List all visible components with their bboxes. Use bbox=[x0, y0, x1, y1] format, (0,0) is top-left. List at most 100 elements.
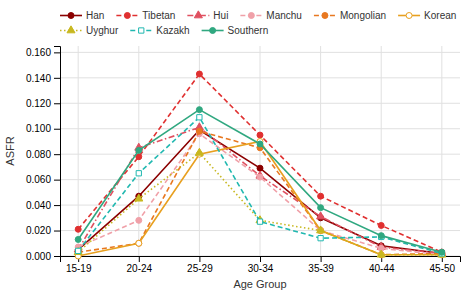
point bbox=[439, 249, 445, 255]
legend-marker bbox=[124, 13, 130, 19]
point bbox=[438, 249, 446, 256]
series bbox=[75, 107, 445, 256]
series-group bbox=[74, 71, 446, 259]
legend-item: Uyghur bbox=[60, 25, 119, 36]
y-tick: 0.040 bbox=[26, 200, 60, 211]
legend-marker bbox=[210, 28, 216, 34]
series bbox=[75, 71, 445, 255]
series-line bbox=[78, 130, 442, 253]
legend-label: Han bbox=[86, 10, 104, 21]
legend-label: Southern bbox=[228, 25, 269, 36]
x-tick: 35-39 bbox=[308, 256, 334, 274]
x-axis: 15-1920-2425-2930-3435-3940-4445-50 bbox=[61, 256, 461, 274]
y-tick: 0.120 bbox=[26, 98, 60, 109]
x-tick-label: 25-29 bbox=[187, 263, 213, 274]
legend-label: Mongolian bbox=[340, 10, 386, 21]
legend-item: Tibetan bbox=[116, 10, 175, 21]
y-tick: 0.080 bbox=[26, 149, 60, 160]
y-tick: 0.000 bbox=[26, 251, 60, 262]
grid-line-x bbox=[441, 46, 442, 256]
y-tick-label: 0.080 bbox=[26, 149, 51, 160]
legend-swatch bbox=[60, 26, 82, 33]
y-tick-label: 0.120 bbox=[26, 98, 51, 109]
point bbox=[377, 250, 385, 257]
y-tick-mark bbox=[54, 180, 60, 181]
x-tick-label: 45-50 bbox=[430, 263, 456, 274]
point bbox=[257, 219, 262, 224]
legend-label: Manchu bbox=[266, 10, 302, 21]
y-tick: 0.140 bbox=[26, 73, 60, 84]
legend-swatch bbox=[240, 13, 262, 19]
point bbox=[136, 147, 142, 153]
point bbox=[76, 248, 81, 253]
x-tick: 30-34 bbox=[248, 256, 274, 274]
y-tick-label: 0.000 bbox=[26, 251, 51, 262]
legend-marker bbox=[194, 11, 202, 18]
point bbox=[257, 132, 263, 138]
y-tick-mark bbox=[54, 52, 60, 53]
legend-label: Uyghur bbox=[86, 25, 119, 36]
chart: Han Tibetan Hui Manchu Mongolian Korean Uyghur… bbox=[0, 0, 474, 294]
point bbox=[75, 236, 81, 242]
legend-marker bbox=[139, 28, 144, 33]
series-line bbox=[78, 117, 442, 253]
point bbox=[318, 193, 324, 199]
legend: Han Tibetan Hui Manchu Mongolian Korean Uyghur… bbox=[60, 10, 456, 36]
legend-swatch bbox=[116, 13, 138, 19]
point bbox=[317, 212, 325, 219]
point bbox=[136, 240, 142, 246]
x-axis-title: Age Group bbox=[233, 278, 286, 290]
y-tick-mark bbox=[54, 256, 60, 257]
legend-item: Mongolian bbox=[314, 10, 386, 21]
x-tick-mark bbox=[321, 256, 322, 262]
series bbox=[75, 138, 445, 259]
y-tick-mark bbox=[54, 129, 60, 130]
grid-line-x bbox=[320, 46, 321, 256]
point bbox=[318, 236, 323, 241]
series bbox=[76, 115, 445, 256]
point bbox=[257, 174, 263, 180]
legend-marker bbox=[248, 13, 254, 19]
y-axis: 0.0000.0200.0400.0600.0800.1000.1200.140… bbox=[26, 47, 61, 262]
point bbox=[438, 250, 446, 257]
point bbox=[136, 217, 142, 223]
y-tick-mark bbox=[54, 103, 60, 104]
legend-label: Hui bbox=[213, 10, 228, 21]
legend-item: Manchu bbox=[240, 10, 302, 21]
y-tick: 0.100 bbox=[26, 123, 60, 134]
legend-item: Han bbox=[60, 10, 104, 21]
legend-swatch bbox=[60, 13, 82, 19]
x-tick-label: 35-39 bbox=[308, 263, 334, 274]
legend-marker bbox=[68, 13, 74, 19]
y-axis-title: ASFR bbox=[4, 136, 16, 165]
series bbox=[75, 127, 445, 256]
legend-swatch bbox=[187, 11, 209, 18]
x-tick-label: 30-34 bbox=[248, 263, 274, 274]
y-tick-mark bbox=[54, 231, 60, 232]
x-tick-label: 20-24 bbox=[126, 263, 152, 274]
legend-item: Southern bbox=[202, 25, 269, 36]
x-tick-mark bbox=[199, 256, 200, 262]
point bbox=[257, 141, 263, 147]
series-line bbox=[78, 110, 442, 253]
legend-label: Tibetan bbox=[142, 10, 175, 21]
legend-label: Korean bbox=[424, 10, 456, 21]
y-tick-label: 0.160 bbox=[26, 47, 51, 58]
y-tick: 0.020 bbox=[26, 225, 60, 236]
point bbox=[317, 226, 325, 233]
series-line bbox=[78, 131, 442, 254]
point bbox=[75, 226, 81, 232]
point bbox=[197, 115, 202, 120]
point bbox=[196, 128, 202, 134]
legend-marker bbox=[67, 26, 75, 33]
y-tick-mark bbox=[54, 205, 60, 206]
x-tick-mark bbox=[139, 256, 140, 262]
y-tick: 0.160 bbox=[26, 47, 60, 58]
plot: 15-1920-2425-2930-3435-3940-4445-500.000… bbox=[26, 46, 461, 274]
legend-marker bbox=[406, 13, 412, 19]
x-tick-label: 15-19 bbox=[66, 263, 92, 274]
y-tick-label: 0.020 bbox=[26, 225, 51, 236]
point bbox=[196, 71, 202, 77]
series-line bbox=[78, 153, 442, 255]
x-tick: 25-29 bbox=[187, 256, 213, 274]
